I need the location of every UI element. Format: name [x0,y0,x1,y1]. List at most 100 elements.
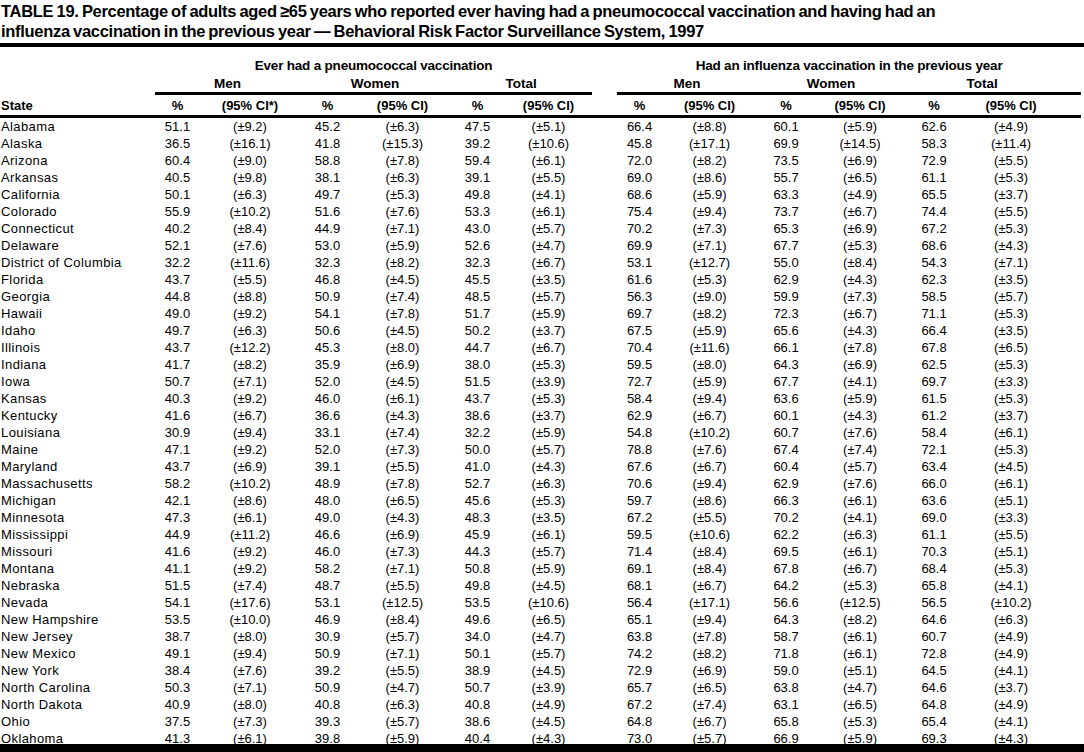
ci-cell: (±3.5) [963,322,1081,339]
percent-cell: 38.6 [450,407,505,424]
percent-cell: 40.3 [155,390,200,407]
percent-cell: 51.6 [300,203,355,220]
ci-cell: (±5.9) [355,237,450,254]
percent-cell: 65.5 [905,186,963,203]
ci-cell: (±6.3) [355,117,450,136]
sub-header-women-pneumo: Women [300,76,450,94]
percent-cell: 43.7 [155,271,200,288]
table-row: North Carolina50.3(±7.1)50.9(±4.7)50.7(±… [0,679,1081,696]
percent-cell: 43.0 [450,220,505,237]
ci-cell: (±8.8) [662,117,757,136]
percent-cell: 45.6 [450,492,505,509]
ci-cell: (±8.2) [200,356,300,373]
ci-cell: (±10.2) [200,475,300,492]
percent-cell: 64.6 [905,679,963,696]
ci-cell: (±4.9) [963,117,1081,136]
ci-cell: (±9.2) [200,543,300,560]
percent-cell: 54.3 [905,254,963,271]
ci-cell: (±4.3) [815,407,905,424]
percent-cell: 52.7 [450,475,505,492]
group-gap [592,339,617,356]
ci-cell: (±5.3) [505,492,592,509]
ci-cell: (±5.3) [963,441,1081,458]
ci-cell: (±6.9) [815,220,905,237]
group-gap [592,509,617,526]
ci-cell: (±7.4) [355,424,450,441]
ci-cell: (±5.7) [505,441,592,458]
ci-cell: (±6.7) [505,339,592,356]
state-cell: North Dakota [0,696,155,713]
percent-cell: 53.0 [300,237,355,254]
ci-cell: (±4.3) [355,509,450,526]
percent-cell: 50.6 [300,322,355,339]
ci-cell: (±7.1) [662,237,757,254]
percent-cell: 49.1 [155,645,200,662]
ci-cell: (±6.3) [200,186,300,203]
ci-cell: (±5.3) [963,220,1081,237]
percent-cell: 70.2 [617,220,662,237]
ci-cell: (±4.5) [355,322,450,339]
ci-cell: (±4.9) [815,186,905,203]
ci-cell: (±10.2) [963,594,1081,611]
percent-cell: 63.6 [905,492,963,509]
percent-cell: 65.8 [757,713,815,730]
title-rule [0,43,1084,47]
table-row: Alabama51.1(±9.2)45.2(±6.3)47.5(±5.1)66.… [0,117,1081,136]
ci-cell: (±6.7) [505,254,592,271]
group-gap [592,696,617,713]
percent-cell: 69.9 [617,237,662,254]
percent-cell: 41.6 [155,407,200,424]
ci-cell: (±16.1) [200,135,300,152]
percent-cell: 42.1 [155,492,200,509]
percent-cell: 63.1 [757,696,815,713]
state-cell: Indiana [0,356,155,373]
percent-cell: 64.3 [757,611,815,628]
ci-cell: (±4.9) [963,696,1081,713]
percent-cell: 50.3 [155,679,200,696]
group-gap [592,628,617,645]
percent-cell: 71.8 [757,645,815,662]
group-gap [592,492,617,509]
ci-cell: (±8.4) [662,543,757,560]
percent-cell: 67.7 [757,373,815,390]
percent-cell: 64.6 [905,611,963,628]
percent-cell: 53.1 [300,594,355,611]
percent-cell: 59.0 [757,662,815,679]
percent-cell: 72.0 [617,152,662,169]
percent-cell: 49.7 [155,322,200,339]
percent-cell: 69.5 [757,543,815,560]
ci-cell: (±9.4) [662,203,757,220]
ci-cell: (±6.9) [815,152,905,169]
percent-cell: 40.5 [155,169,200,186]
ci-cell: (±8.0) [200,696,300,713]
percent-cell: 62.9 [757,271,815,288]
percent-cell: 62.2 [757,526,815,543]
ci-cell: (±5.3) [815,237,905,254]
ci-cell: (±6.7) [200,407,300,424]
ci-cell: (±7.8) [355,475,450,492]
percent-cell: 32.2 [155,254,200,271]
percent-cell: 67.7 [757,237,815,254]
ci-cell: (±6.1) [815,628,905,645]
table-row: Minnesota47.3(±6.1)49.0(±4.3)48.3(±3.5)6… [0,509,1081,526]
ci-cell: (±9.2) [200,390,300,407]
ci-cell: (±6.1) [505,203,592,220]
percent-cell: 69.9 [757,135,815,152]
percent-cell: 38.6 [450,713,505,730]
percent-cell: 63.6 [757,390,815,407]
table-row: New Jersey38.7(±8.0)30.9(±5.7)34.0(±4.7)… [0,628,1081,645]
percent-cell: 71.1 [905,305,963,322]
ci-cell: (±8.2) [815,611,905,628]
percent-cell: 52.0 [300,441,355,458]
percent-cell: 48.9 [300,475,355,492]
sub-header-total-pneumo: Total [450,76,592,94]
percent-cell: 50.1 [155,186,200,203]
percent-cell: 41.1 [155,560,200,577]
ci-cell: (±6.1) [505,526,592,543]
percent-cell: 58.2 [300,560,355,577]
state-cell: Mississippi [0,526,155,543]
ci-cell: (±11.4) [963,135,1081,152]
ci-cell: (±7.6) [662,441,757,458]
ci-cell: (±5.5) [963,526,1081,543]
ci-cell: (±4.9) [505,696,592,713]
